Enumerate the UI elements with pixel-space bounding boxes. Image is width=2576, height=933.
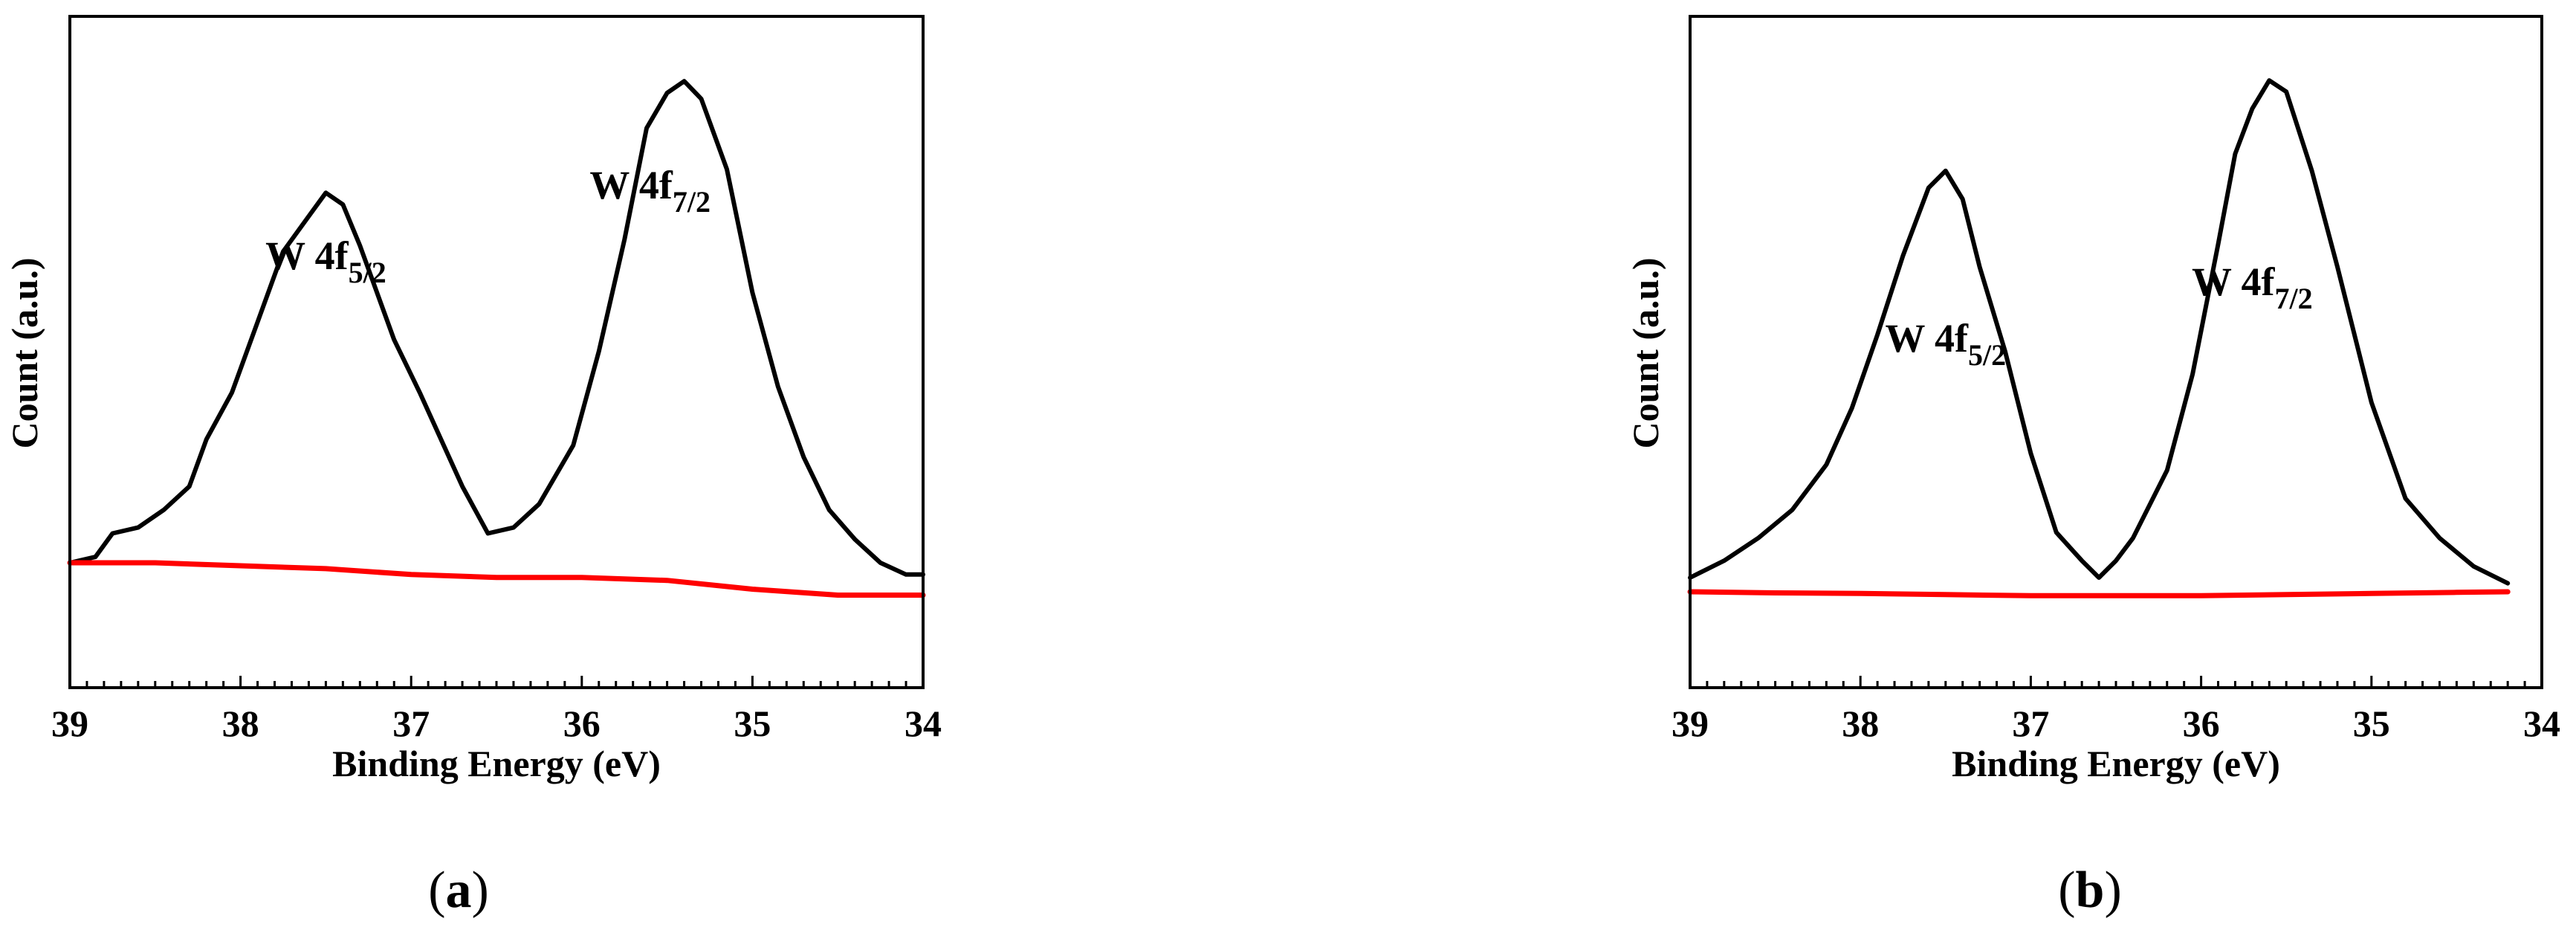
panel-a-x-tick-label: 34: [904, 703, 942, 744]
panel-b-x-tick-label: 39: [1672, 703, 1709, 744]
panel-a-x-tick-label: 35: [734, 703, 771, 744]
panel-a-x-axis-title: Binding Energy (eV): [332, 743, 661, 784]
panel-a-y-axis-title: Count (a.u.): [4, 258, 45, 449]
panel-a-peak-label-1: W 4f7/2: [589, 163, 711, 219]
panel-b-series-0-line: [1688, 78, 2511, 586]
panel-a-x-tick-label: 38: [222, 703, 259, 744]
panel-b-label: (b): [2058, 862, 2122, 919]
panel-b-x-tick-label: 37: [2012, 703, 2049, 744]
panel-a-x-tick-label: 36: [563, 703, 601, 744]
panel-b-peak-label-0: W 4f5/2: [1885, 316, 2006, 372]
panel-a-label: (a): [428, 862, 489, 919]
panel-b-series-1-line: [1687, 589, 2511, 598]
panel-b-x-tick-label: 35: [2353, 703, 2390, 744]
panel-a-series: [67, 79, 926, 598]
panel-b-annotations: W 4f5/2 W 4f7/2: [1885, 259, 2312, 372]
panel-a-x-tick-label: 39: [51, 703, 88, 744]
panel-a-annotations: W 4f5/2 W 4f7/2: [265, 163, 711, 289]
panel-a-peak-label-0: W 4f5/2: [265, 233, 386, 289]
panel-b-x-axis-title: Binding Energy (eV): [1952, 743, 2280, 784]
panel-b-plot-frame: [1689, 15, 2543, 689]
panel-a-x-axis: 39 38 37 36 35 34: [51, 676, 942, 744]
panel-a-series-0-line: [68, 79, 925, 577]
panel-b-x-axis: 39 38 37 36 35 34: [1672, 676, 2560, 744]
panel-b-x-tick-label: 38: [1842, 703, 1879, 744]
panel-a-chart: 39 38 37 36 35 34 W 4f5/2 W 4f7/2 Binding Ener…: [4, 15, 942, 919]
panel-b-peak-label-1: W 4f7/2: [2192, 259, 2313, 315]
panel-b-x-tick-label: 36: [2183, 703, 2220, 744]
panel-a-series-1-line: [67, 560, 926, 598]
panel-a-x-tick-label: 37: [392, 703, 430, 744]
panel-a-plot-frame: [68, 15, 925, 689]
panel-b-x-tick-label: 34: [2523, 703, 2560, 744]
panel-b-chart: 39 38 37 36 35 34 W 4f5/2 W 4f7/2 Binding Ener…: [1625, 15, 2560, 919]
panel-b-series: [1687, 78, 2511, 598]
panel-b-y-axis-title: Count (a.u.): [1625, 258, 1666, 449]
